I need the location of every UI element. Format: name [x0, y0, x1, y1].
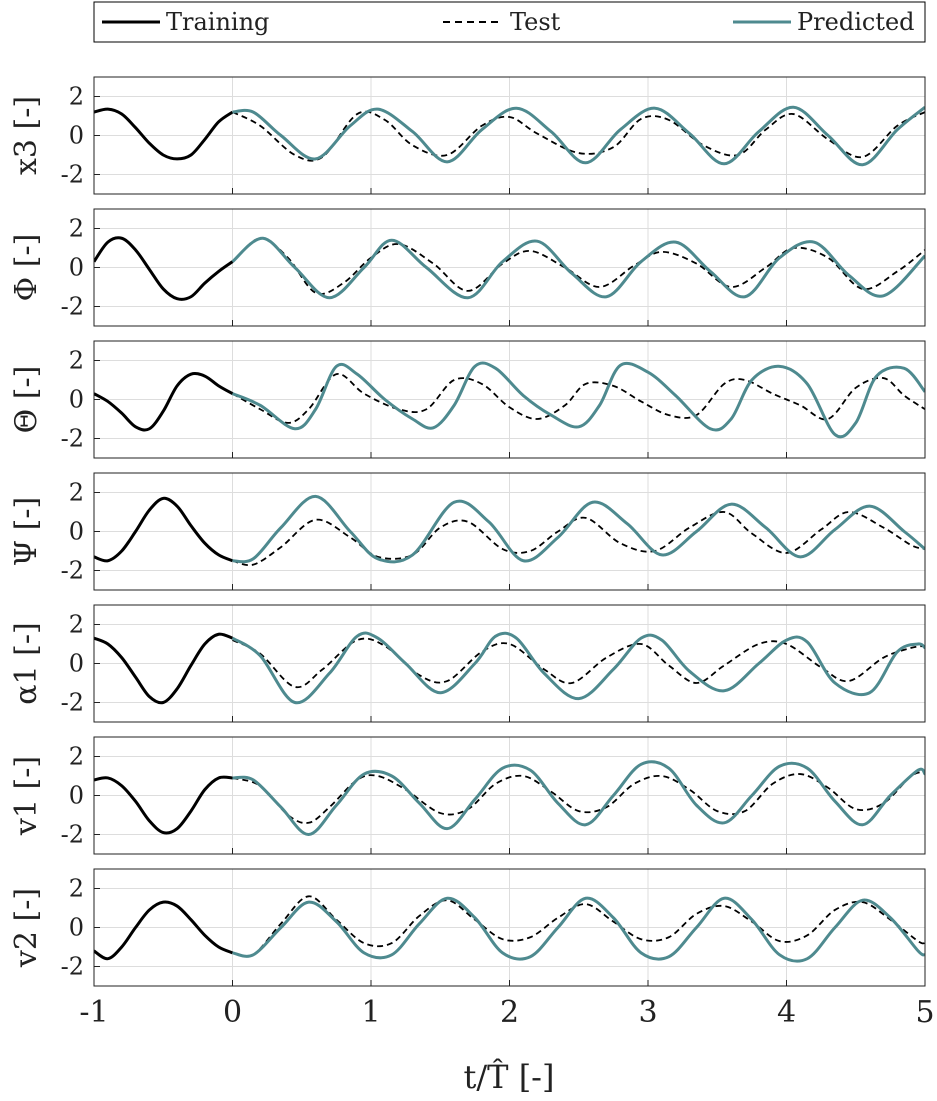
panel-1: -2 0 2 Φ [-] [9, 208, 926, 327]
series-test-line [232, 373, 925, 424]
y-tick-label: 2 [69, 215, 84, 243]
y-tick-label: -2 [61, 689, 84, 717]
series-predicted-line [232, 494, 925, 564]
y-tick-label: 2 [69, 83, 84, 111]
legend-test-label: Test [510, 8, 561, 36]
series-predicted-line [231, 631, 925, 705]
x-tick-label: 1 [361, 995, 380, 1030]
series-predicted-line [231, 236, 925, 300]
series-training-line [94, 632, 234, 705]
series-test-line [232, 110, 925, 162]
series-test-line [232, 895, 925, 958]
panel-frame [93, 340, 926, 459]
panel-frame [93, 472, 926, 591]
series-predicted-line [232, 105, 925, 167]
y-tick-label: 0 [69, 518, 84, 546]
series-test-line [232, 511, 925, 567]
y-tick-label: 0 [69, 914, 84, 942]
y-axis-label: Ψ [-] [9, 497, 44, 566]
y-tick-label: 0 [69, 782, 84, 810]
panels: -2 0 2 x3 [-] -2 0 2 Φ [-] -2 0 2 Θ [-] -2 0 2 Ψ [-] -2 0… [9, 76, 926, 987]
panel-4: -2 0 2 α1 [-] [9, 604, 926, 723]
y-axis-label: x3 [-] [9, 96, 44, 175]
y-tick-label: 0 [69, 386, 84, 414]
series-training-line [94, 107, 234, 161]
series-training-line [94, 775, 233, 835]
x-axis-label: t/T̂ [-] [464, 1058, 555, 1096]
series-training-line [94, 236, 234, 301]
y-tick-label: 0 [69, 122, 84, 150]
y-tick-label: 2 [69, 875, 84, 903]
panel-frame [93, 604, 926, 723]
panel-frame [93, 208, 926, 327]
y-tick-label: 2 [69, 611, 84, 639]
panel-frame [93, 736, 926, 855]
y-tick-label: -2 [61, 557, 84, 585]
y-tick-label: 0 [69, 254, 84, 282]
series-training-line [94, 900, 234, 961]
x-tick-label: 0 [223, 995, 242, 1030]
series-training-line [94, 496, 234, 563]
y-tick-label: -2 [61, 293, 84, 321]
series-predicted-line [232, 760, 925, 837]
y-axis-label: Θ [-] [9, 366, 44, 434]
panel-3: -2 0 2 Ψ [-] [9, 472, 926, 591]
y-tick-label: 2 [69, 347, 84, 375]
x-tick-label: 4 [777, 995, 796, 1030]
legend: Training Test Predicted [93, 1, 926, 43]
legend-predicted-label: Predicted [797, 8, 915, 36]
x-tick-label: 2 [500, 995, 519, 1030]
panel-frame [93, 868, 926, 987]
panel-frame [93, 76, 926, 195]
y-axis-label: v1 [-] [9, 756, 44, 836]
series-predicted-line [232, 896, 925, 963]
y-tick-label: 2 [69, 743, 84, 771]
y-tick-label: -2 [61, 425, 84, 453]
y-axis-label: Φ [-] [9, 234, 44, 302]
x-tick-label: 3 [638, 995, 657, 1030]
legend-training-label: Training [166, 8, 269, 36]
x-tick-label: -1 [79, 995, 108, 1030]
y-tick-label: 0 [69, 650, 84, 678]
panel-2: -2 0 2 Θ [-] [9, 340, 926, 459]
y-tick-label: -2 [61, 953, 84, 981]
panel-0: -2 0 2 x3 [-] [9, 76, 926, 195]
series-training-line [94, 371, 234, 432]
y-axis-label: v2 [-] [9, 888, 44, 968]
y-axis-label: α1 [-] [9, 622, 44, 704]
x-axis: -1 0 1 2 3 4 5 [79, 995, 934, 1030]
series-predicted-line [231, 361, 925, 439]
y-tick-label: -2 [61, 821, 84, 849]
x-tick-label: 5 [915, 995, 934, 1030]
y-tick-label: 2 [69, 479, 84, 507]
panel-5: -2 0 2 v1 [-] [9, 736, 926, 855]
panel-6: -2 0 2 v2 [-] [9, 868, 926, 987]
y-tick-label: -2 [61, 161, 84, 189]
